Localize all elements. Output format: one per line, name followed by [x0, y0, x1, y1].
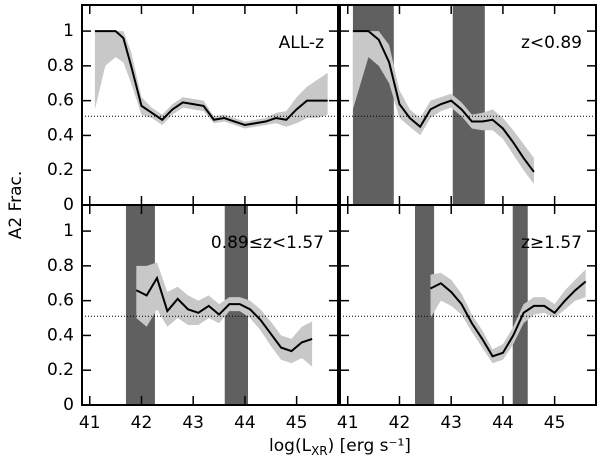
y-tick-label: 0 — [63, 195, 74, 215]
data-line — [430, 280, 587, 358]
x-axis-label: log(LXR) [erg s⁻¹] — [269, 436, 411, 458]
x-label-part: log(L — [269, 436, 312, 456]
x-tick-label: 43 — [182, 413, 204, 433]
x-tick-label: 43 — [440, 413, 462, 433]
x-tick-label: 45 — [544, 413, 566, 433]
shaded-region — [414, 205, 435, 405]
panel-title: 0.89≤z<1.57 — [211, 233, 324, 253]
y-axis-label: A2 Frac. — [6, 171, 26, 240]
x-label-sub: XR — [311, 444, 328, 458]
confidence-band — [352, 31, 534, 185]
y-tick-label: 0.8 — [47, 56, 74, 76]
data-line — [135, 275, 313, 353]
x-tick-label: 41 — [79, 413, 101, 433]
panel-title: z<0.89 — [521, 33, 582, 53]
panel — [82, 30, 338, 129]
panel — [340, 205, 596, 405]
y-tick-label: 0.6 — [47, 91, 74, 111]
x-tick-label: 45 — [286, 413, 308, 433]
data-line — [352, 30, 535, 173]
y-tick-label: 1 — [63, 21, 74, 41]
y-tick-label: 1 — [63, 221, 74, 241]
y-tick-label: 0.8 — [47, 256, 74, 276]
shaded-region — [512, 205, 528, 405]
x-label-part: ) [erg s⁻¹] — [328, 436, 411, 456]
panel-title: z≥1.57 — [521, 233, 582, 253]
panel-frame — [81, 204, 339, 406]
x-tick-label: 42 — [389, 413, 411, 433]
confidence-band — [94, 31, 328, 129]
x-tick-label: 42 — [131, 413, 153, 433]
data-line — [94, 30, 328, 127]
x-tick-label: 44 — [492, 413, 514, 433]
panel — [82, 205, 338, 405]
panel-frame — [339, 204, 597, 406]
y-tick-label: 0.4 — [47, 125, 74, 145]
y-tick-label: 0.2 — [47, 360, 74, 380]
x-tick-label: 44 — [234, 413, 256, 433]
y-tick-label: 0.4 — [47, 325, 74, 345]
confidence-band — [136, 262, 313, 367]
panel-title: ALL-z — [279, 33, 324, 53]
panel — [340, 5, 596, 205]
y-tick-label: 0.6 — [47, 291, 74, 311]
y-tick-label: 0.2 — [47, 160, 74, 180]
x-tick-label: 41 — [337, 413, 359, 433]
y-tick-label: 0 — [63, 395, 74, 415]
